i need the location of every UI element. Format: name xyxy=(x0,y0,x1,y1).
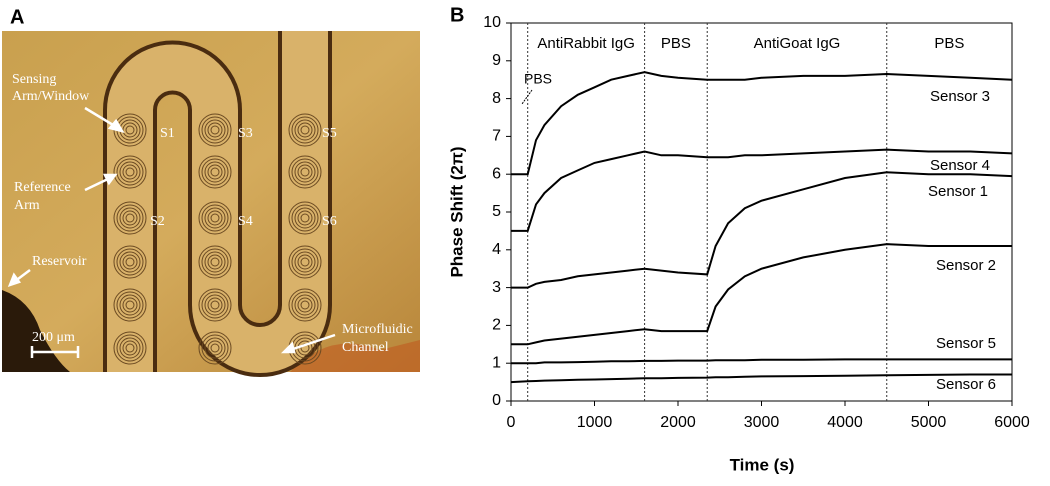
series-line xyxy=(511,148,1013,232)
series-line xyxy=(511,358,1012,365)
series-label: Sensor 5 xyxy=(936,335,996,352)
annotation-arrow xyxy=(521,89,533,105)
y-tick-label: 9 xyxy=(492,52,501,69)
sensor-label: S1 xyxy=(160,126,175,141)
annotation: Arm/Window xyxy=(12,89,90,104)
series-line xyxy=(511,71,1013,176)
y-tick-label: 1 xyxy=(492,354,501,371)
sensor-label: S4 xyxy=(238,214,253,229)
series-label: Sensor 6 xyxy=(936,376,996,393)
panel-label: A xyxy=(10,6,24,28)
series-line xyxy=(510,373,1012,384)
phase-label: AntiRabbit IgG xyxy=(537,35,635,52)
annotation-arrows xyxy=(7,106,336,358)
series-label: Sensor 2 xyxy=(936,257,996,274)
series-label: Sensor 1 xyxy=(928,183,988,200)
y-tick-label: 3 xyxy=(492,279,501,296)
y-tick-label: 6 xyxy=(492,165,501,182)
y-tick-label: 5 xyxy=(492,203,501,220)
phase-label: PBS xyxy=(934,35,964,52)
y-tick-label: 2 xyxy=(492,317,501,334)
sensor-label: S5 xyxy=(322,126,337,141)
phase-label: PBS xyxy=(661,35,691,52)
annotation: Arm xyxy=(14,198,40,213)
annotation: Reservoir xyxy=(32,254,87,269)
micrograph xyxy=(2,31,420,377)
annotation: Sensing xyxy=(12,72,56,87)
y-tick-label: 0 xyxy=(492,392,501,409)
sensor-label: S2 xyxy=(150,214,165,229)
x-tick-label: 4000 xyxy=(827,414,863,431)
x-tick-label: 3000 xyxy=(744,414,780,431)
x-axis-label: Time (s) xyxy=(730,455,795,474)
series-line xyxy=(511,243,1012,346)
series-label: Sensor 4 xyxy=(930,157,990,174)
panel-label: B xyxy=(450,4,464,26)
annotation: Reference xyxy=(14,180,71,195)
y-tick-label: 7 xyxy=(492,128,501,145)
sensor-label: S3 xyxy=(238,126,253,141)
y-tick-label: 8 xyxy=(492,90,501,107)
x-tick-label: 1000 xyxy=(577,414,613,431)
x-tick-label: 5000 xyxy=(911,414,947,431)
y-axis-label: Phase Shift (2π) xyxy=(447,146,466,277)
x-tick-label: 2000 xyxy=(660,414,696,431)
x-tick-label: 0 xyxy=(507,414,516,431)
annotation: Channel xyxy=(342,340,389,355)
phase-label: AntiGoat IgG xyxy=(754,35,841,52)
x-tick-label: 6000 xyxy=(994,414,1030,431)
y-tick-label: 4 xyxy=(492,241,501,258)
phase-label: PBS xyxy=(524,71,552,87)
scale-label: 200 μm xyxy=(32,330,75,345)
series-label: Sensor 3 xyxy=(930,88,990,105)
sensor-label: S6 xyxy=(322,214,337,229)
series-line xyxy=(511,171,1013,289)
annotation: Microfluidic xyxy=(342,322,413,337)
y-tick-label: 10 xyxy=(483,14,501,31)
